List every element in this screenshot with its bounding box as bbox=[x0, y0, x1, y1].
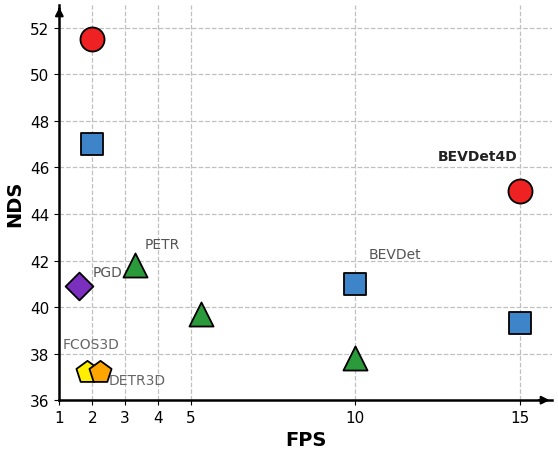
Point bbox=[88, 37, 97, 44]
Point bbox=[196, 311, 205, 318]
Point bbox=[83, 369, 92, 376]
Point bbox=[88, 141, 97, 148]
Text: FCOS3D: FCOS3D bbox=[62, 338, 119, 352]
X-axis label: FPS: FPS bbox=[285, 430, 326, 450]
Text: PETR: PETR bbox=[145, 238, 180, 252]
Point bbox=[515, 320, 524, 327]
Text: BEVDet: BEVDet bbox=[368, 247, 421, 261]
Text: PGD: PGD bbox=[92, 266, 122, 279]
Point bbox=[351, 281, 360, 288]
Point bbox=[75, 283, 84, 290]
Point bbox=[96, 369, 105, 376]
Text: BEVDet4D: BEVDet4D bbox=[437, 150, 517, 163]
Text: DETR3D: DETR3D bbox=[109, 374, 166, 388]
Point bbox=[131, 262, 140, 269]
Y-axis label: NDS: NDS bbox=[6, 180, 25, 226]
Point bbox=[515, 187, 524, 195]
Point bbox=[351, 355, 360, 362]
